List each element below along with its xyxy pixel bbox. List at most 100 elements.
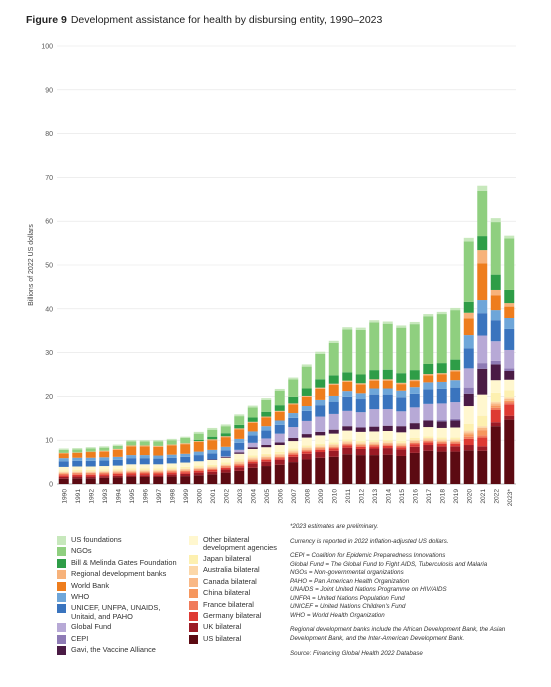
note-abbreviation: UNFPA = United Nations Population Fund: [290, 594, 405, 602]
bar-segment: [396, 384, 407, 391]
bar-segment: [328, 442, 339, 445]
bar-segment: [126, 446, 137, 456]
note-abbreviation: PAHO = Pan American Health Organization: [290, 577, 410, 585]
bar-segment: [423, 420, 434, 428]
x-tick-label: 1993: [102, 489, 109, 504]
x-tick-label: 2009: [318, 489, 325, 504]
bar-segment: [112, 473, 123, 476]
bar-segment: [288, 462, 299, 484]
legend-swatch: [189, 536, 198, 545]
note-regional-banks: Regional development banks include the A…: [290, 626, 506, 643]
bar-segment: [207, 459, 218, 465]
bar-segment: [328, 445, 339, 447]
bar-segment: [328, 450, 339, 457]
bar-segment: [126, 458, 137, 465]
bar-segment: [72, 474, 83, 477]
bar-segment: [342, 327, 353, 330]
bar-segment: [261, 461, 272, 467]
bar-segment: [247, 442, 258, 448]
bar-segment: [99, 474, 110, 477]
bar-segment: [112, 470, 123, 472]
bar-segment: [261, 399, 272, 412]
bar-segment: [274, 445, 285, 453]
bar-segment: [234, 442, 245, 450]
bar-segment: [247, 421, 258, 423]
x-tick-label: 1995: [129, 489, 136, 504]
legend-swatch: [189, 577, 198, 587]
bar-segment: [436, 440, 447, 442]
legend-label: China bilateral: [203, 588, 251, 598]
bar-segment: [382, 425, 393, 432]
bar-segment: [490, 320, 501, 342]
bar-segment: [288, 448, 299, 451]
bar-segment: [409, 381, 420, 388]
bar-segment: [315, 416, 326, 432]
bar-segment: [193, 441, 204, 452]
bar-segment: [450, 420, 461, 428]
bar-segment: [261, 445, 272, 448]
bar-segment: [342, 444, 353, 446]
x-tick-label: 2011: [345, 489, 352, 504]
bar-segment: [99, 460, 110, 467]
y-tick-label: 10: [45, 438, 53, 445]
legend-label: France bilateral: [203, 599, 254, 609]
bar-segment: [409, 321, 420, 325]
bar-segment: [382, 409, 393, 426]
bar-segment: [153, 469, 164, 471]
bar-segment: [409, 444, 420, 447]
bar-segment: [463, 348, 474, 369]
bar-segment: [220, 466, 231, 468]
x-tick-label: 1998: [169, 489, 176, 504]
bar-segment: [342, 445, 353, 448]
bar-segment: [139, 476, 150, 484]
legend-label: WHO: [71, 591, 90, 601]
bar-segment: [490, 364, 501, 381]
bar-segment: [85, 473, 96, 475]
bar-segment: [220, 433, 231, 437]
bar-segment: [301, 406, 312, 411]
bar-segment: [234, 462, 245, 464]
bar-segment: [180, 443, 191, 445]
bar-segment: [342, 442, 353, 444]
legend-swatch: [189, 611, 198, 621]
bar-segment: [369, 409, 380, 427]
bar-segment: [126, 464, 137, 469]
bar-segment: [342, 447, 353, 455]
bar-segment: [409, 452, 420, 484]
bar-segment: [450, 307, 461, 311]
bar-segment: [463, 450, 474, 484]
bar-segment: [504, 379, 515, 391]
bar-segment: [301, 447, 312, 449]
bar-segment: [288, 453, 299, 455]
legend-label: Germany bilateral: [203, 610, 262, 620]
legend-label: Japan bilateral: [203, 553, 252, 563]
bar-segment: [342, 396, 353, 411]
bar-segment: [315, 446, 326, 449]
bar-segment: [355, 443, 366, 446]
bar-segment: [463, 430, 474, 433]
bar-segment: [166, 469, 177, 471]
bar-segment: [139, 446, 150, 456]
bar-segment: [477, 263, 488, 301]
bar-segment: [288, 454, 299, 457]
bar-segment: [274, 456, 285, 459]
legend-swatch: [57, 536, 66, 545]
bar-segment: [247, 460, 258, 462]
bar-segment: [166, 444, 177, 446]
bar-segment: [450, 370, 461, 372]
bar-segment: [369, 441, 380, 444]
bar-segment: [112, 477, 123, 484]
bar-segment: [126, 476, 137, 484]
bar-segment: [126, 455, 137, 459]
bar-segment: [72, 469, 83, 472]
bar-segment: [409, 393, 420, 408]
bar-segment: [463, 237, 474, 242]
bar-segment: [247, 422, 258, 432]
bar-segment: [207, 427, 218, 430]
bar-segment: [193, 468, 204, 470]
bar-segment: [288, 379, 299, 397]
bar-segment: [423, 442, 434, 446]
bar-segment: [301, 366, 312, 389]
bar-segment: [85, 471, 96, 473]
bar-segment: [112, 456, 123, 460]
